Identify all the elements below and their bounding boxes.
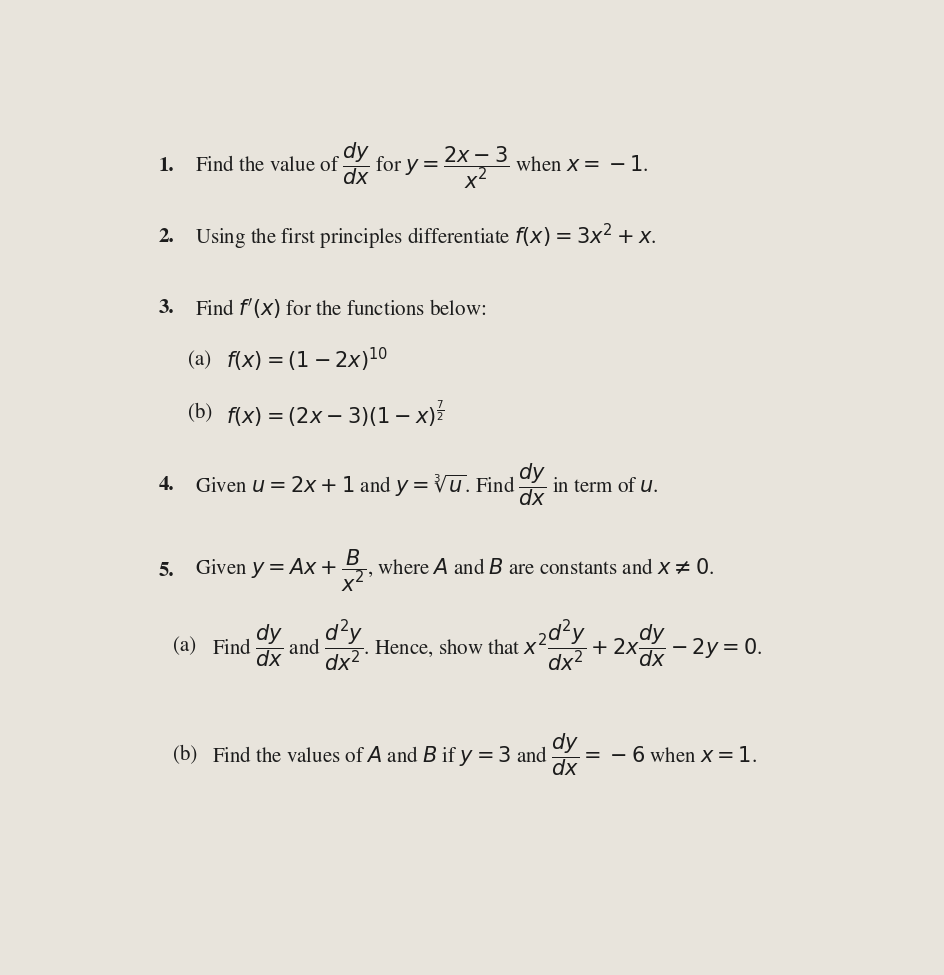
Text: Find the values of $A$ and $B$ if $y=3$ and $\dfrac{dy}{dx}=-6$ when $x=1$.: Find the values of $A$ and $B$ if $y=3$ … bbox=[211, 732, 757, 778]
Text: Given $u=2x+1$ and $y=\sqrt[3]{u}$. Find $\dfrac{dy}{dx}$ in term of $u$.: Given $u=2x+1$ and $y=\sqrt[3]{u}$. Find… bbox=[194, 461, 659, 508]
Text: Using the first principles differentiate $f(x)=3x^2+x$.: Using the first principles differentiate… bbox=[194, 222, 656, 253]
Text: (a): (a) bbox=[173, 637, 196, 656]
Text: 4.: 4. bbox=[159, 476, 174, 494]
Text: Find the value of $\dfrac{dy}{dx}$ for $y=\dfrac{2x-3}{x^2}$ when $x=-1$.: Find the value of $\dfrac{dy}{dx}$ for $… bbox=[194, 140, 649, 191]
Text: (a): (a) bbox=[188, 350, 211, 370]
Text: (b): (b) bbox=[173, 745, 197, 765]
Text: 2.: 2. bbox=[159, 228, 174, 246]
Text: 1.: 1. bbox=[159, 157, 174, 175]
Text: 5.: 5. bbox=[159, 563, 174, 580]
Text: Find $\dfrac{dy}{dx}$ and $\dfrac{d^2y}{dx^2}$. Hence, show that $x^2\dfrac{d^2y: Find $\dfrac{dy}{dx}$ and $\dfrac{d^2y}{… bbox=[211, 618, 762, 674]
Text: (b): (b) bbox=[188, 404, 211, 423]
Text: Given $y=Ax+\dfrac{B}{x^2}$, where $A$ and $B$ are constants and $x\neq 0$.: Given $y=Ax+\dfrac{B}{x^2}$, where $A$ a… bbox=[194, 548, 715, 594]
Text: $f(x)=(1-2x)^{10}$: $f(x)=(1-2x)^{10}$ bbox=[227, 346, 389, 374]
Text: 3.: 3. bbox=[159, 299, 174, 318]
Text: Find $f'(x)$ for the functions below:: Find $f'(x)$ for the functions below: bbox=[194, 296, 486, 321]
Text: $f(x)=(2x-3)(1-x)^{\frac{7}{2}}$: $f(x)=(2x-3)(1-x)^{\frac{7}{2}}$ bbox=[227, 399, 445, 429]
